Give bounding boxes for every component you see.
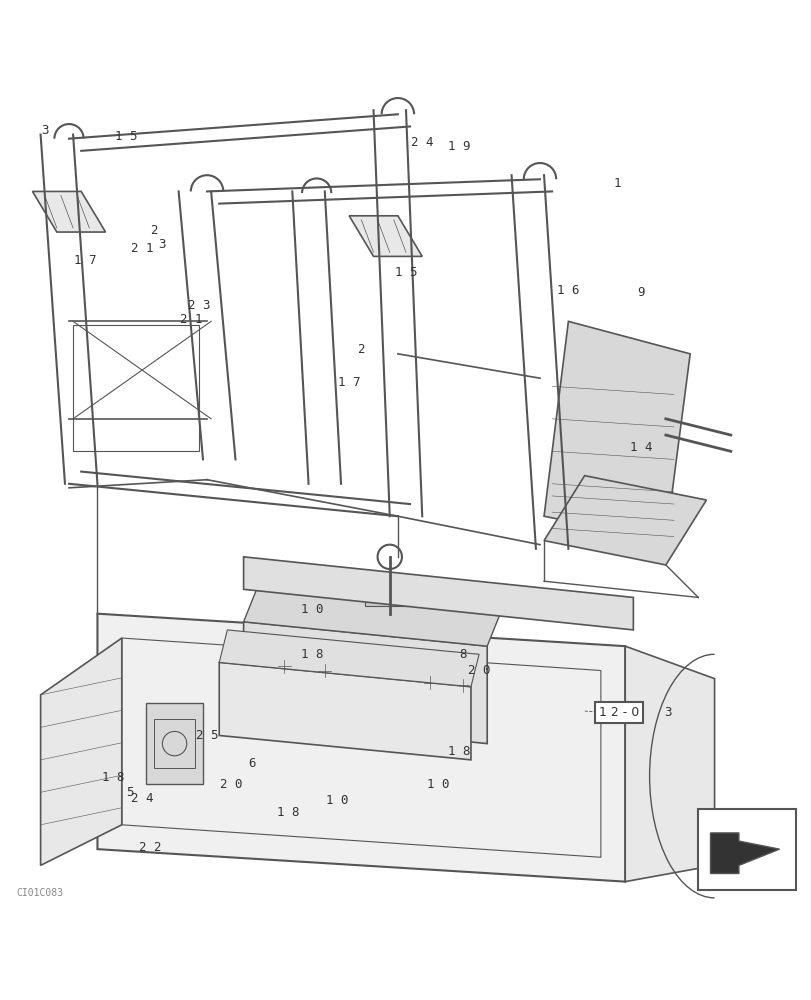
Polygon shape xyxy=(32,191,105,232)
Polygon shape xyxy=(97,614,624,882)
Text: 2 0: 2 0 xyxy=(220,778,242,791)
Text: 9: 9 xyxy=(637,286,645,299)
Text: 2 3: 2 3 xyxy=(187,299,210,312)
Text: 1 6: 1 6 xyxy=(556,284,579,297)
Text: 1 0: 1 0 xyxy=(301,603,324,616)
Polygon shape xyxy=(219,630,478,687)
Polygon shape xyxy=(543,321,689,541)
Text: 1 5: 1 5 xyxy=(114,130,137,143)
Text: 1 4: 1 4 xyxy=(629,441,652,454)
Text: 2 0: 2 0 xyxy=(467,664,490,677)
Bar xyxy=(73,325,199,451)
Text: 2: 2 xyxy=(357,343,365,356)
Text: 1 7: 1 7 xyxy=(74,254,97,267)
Text: 1 8: 1 8 xyxy=(102,771,125,784)
Text: 1 5: 1 5 xyxy=(394,266,417,279)
Text: 2: 2 xyxy=(150,224,158,237)
Text: 1: 1 xyxy=(612,177,620,190)
Text: 2 2: 2 2 xyxy=(139,841,161,854)
Text: CI01C083: CI01C083 xyxy=(16,888,63,898)
Text: 1 9: 1 9 xyxy=(447,140,470,153)
Text: 3: 3 xyxy=(158,238,166,251)
Text: 1 0: 1 0 xyxy=(325,794,348,807)
Text: 2 1: 2 1 xyxy=(131,242,153,255)
Bar xyxy=(365,581,414,606)
Text: 2 5: 2 5 xyxy=(195,729,218,742)
Polygon shape xyxy=(243,557,633,630)
Text: 1 8: 1 8 xyxy=(447,745,470,758)
Text: 6: 6 xyxy=(247,757,255,770)
Bar xyxy=(697,809,795,890)
Polygon shape xyxy=(349,216,422,256)
Text: 5: 5 xyxy=(126,786,134,799)
Text: 3: 3 xyxy=(663,706,672,719)
Polygon shape xyxy=(243,581,503,646)
Polygon shape xyxy=(146,703,203,784)
Polygon shape xyxy=(219,662,470,760)
Text: 2 4: 2 4 xyxy=(131,792,153,805)
Bar xyxy=(154,719,195,768)
Polygon shape xyxy=(243,622,487,744)
Text: 2 4: 2 4 xyxy=(410,136,433,149)
Text: 1 8: 1 8 xyxy=(277,806,299,819)
Text: 2 1: 2 1 xyxy=(179,313,202,326)
Text: 1 2 - 0: 1 2 - 0 xyxy=(598,706,638,719)
Text: 3: 3 xyxy=(41,124,49,137)
Text: 1 8: 1 8 xyxy=(301,648,324,661)
Polygon shape xyxy=(710,833,779,874)
Text: 1 0: 1 0 xyxy=(427,778,449,791)
Polygon shape xyxy=(624,646,714,882)
Text: 8: 8 xyxy=(458,648,466,661)
Polygon shape xyxy=(41,638,122,865)
Text: 1 7: 1 7 xyxy=(337,376,360,389)
Polygon shape xyxy=(543,476,706,565)
